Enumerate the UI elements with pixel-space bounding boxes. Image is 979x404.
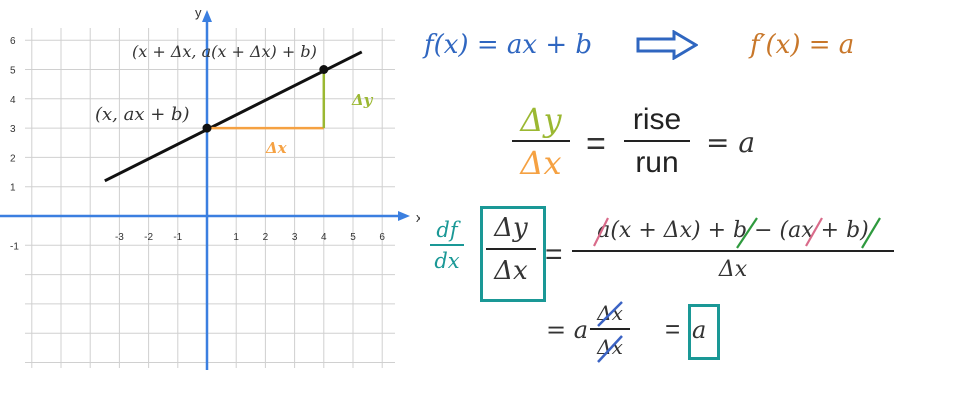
equals-sign: =: [545, 238, 563, 271]
simplified-prefix: = a: [546, 316, 589, 344]
cancel-slash-den: [597, 335, 623, 363]
equals-sign: =: [665, 314, 681, 344]
y-tick-label: 4: [10, 95, 16, 106]
fraction-numerator: Δy: [520, 101, 562, 139]
axes: [0, 10, 410, 370]
cancel-slash-b2: [861, 217, 881, 249]
x-tick-label: -1: [173, 232, 182, 243]
rise-over-run-fraction: rise run: [624, 100, 690, 184]
run-text: run: [635, 146, 679, 179]
y-tick-label: 6: [10, 36, 16, 47]
cancel-slash-num: [597, 301, 623, 327]
x-axis-label: x: [416, 210, 420, 225]
slope-result: = a: [706, 126, 756, 159]
expanded-difference-quotient: a(x + Δx) + b − (ax + b) Δx: [572, 212, 894, 288]
x-tick-label: 3: [292, 232, 298, 243]
y-tick-label: 1: [10, 183, 16, 194]
grid: [25, 28, 395, 368]
expanded-denominator: Δx: [718, 256, 748, 282]
cancel-strokes-blue: [597, 301, 623, 363]
df-dx-fraction: df dx: [430, 216, 464, 276]
df-text: df: [436, 218, 458, 242]
fraction-bar: [486, 248, 536, 250]
point-a: [202, 123, 212, 133]
label-delta-y: Δy: [351, 91, 374, 109]
tick-labels: -3 -2 -1 1 2 3 4 5 6 6 5 4 3 2 1 -1: [10, 36, 385, 252]
equals-sign: =: [586, 125, 606, 163]
cancel-slash-x: [593, 217, 609, 247]
rise-text: rise: [632, 103, 682, 136]
dy-over-dx-fraction: Δy Δx: [512, 100, 570, 184]
label-point-b: (x + Δx, a(x + Δx) + b): [132, 42, 317, 61]
fraction-bar: [430, 244, 464, 246]
expanded-numerator: a(x + Δx) + b − (ax + b): [597, 218, 869, 243]
boxed-dy-dx-fraction: Δy Δx: [486, 208, 536, 292]
x-axis-arrow: [398, 211, 410, 221]
fraction-denominator: Δx: [520, 144, 562, 182]
result-highlight-box: [688, 304, 720, 360]
cancel-strokes: [593, 217, 881, 249]
final-result: a: [692, 316, 707, 344]
function-line: [104, 50, 363, 183]
fraction-bar: [572, 250, 894, 252]
fraction-numerator: Δy: [494, 213, 528, 243]
dy-dx-highlight-box: [480, 206, 546, 302]
label-point-a: (x, ax + b): [95, 104, 190, 125]
x-tick-label: 5: [350, 232, 356, 243]
dx-text: dx: [434, 249, 460, 273]
cancel-slash-b: [736, 217, 758, 249]
y-tick-label: -1: [10, 241, 19, 252]
x-tick-label: -3: [115, 232, 124, 243]
arrow-right-icon: [636, 30, 698, 60]
fraction-denominator: Δx: [494, 256, 528, 286]
y-tick-label: 2: [10, 153, 16, 164]
x-tick-label: -2: [144, 232, 153, 243]
fraction-bar: [590, 328, 630, 330]
y-tick-label: 5: [10, 66, 16, 77]
point-b: [319, 65, 329, 74]
label-delta-x: Δx: [265, 139, 288, 157]
y-tick-label: 3: [10, 124, 16, 135]
x-tick-label: 1: [233, 232, 239, 243]
y-axis-label: y: [195, 5, 202, 20]
fraction-bar: [624, 140, 690, 142]
x-tick-label: 2: [263, 232, 269, 243]
x-tick-label: 4: [321, 232, 327, 243]
coordinate-graph: -3 -2 -1 1 2 3 4 5 6 6 5 4 3 2 1 -1 x y (x, ax + b) (x …: [0, 5, 420, 370]
cancel-slash-ax: [805, 217, 823, 247]
y-axis-arrow: [202, 10, 212, 22]
x-tick-label: 6: [379, 232, 385, 243]
fraction-bar: [512, 140, 570, 142]
function-equation: f(x) = ax + b: [424, 30, 593, 60]
derivative-equation: f′(x) = a: [750, 30, 855, 60]
